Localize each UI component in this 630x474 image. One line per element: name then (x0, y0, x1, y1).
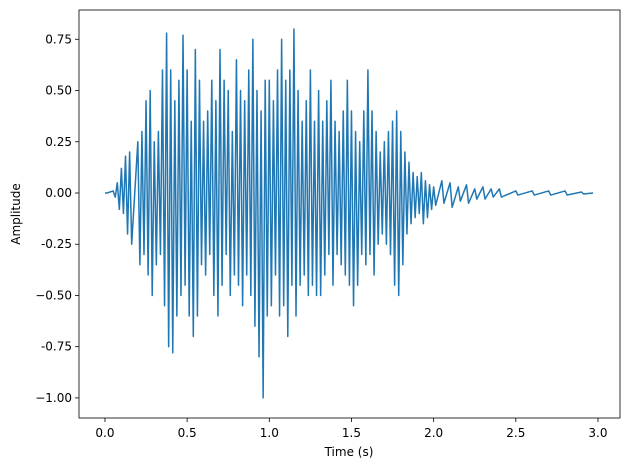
y-tick-label: -0.25 (41, 237, 72, 251)
y-tick-label: −0.50 (35, 288, 72, 302)
y-axis-label: Amplitude (9, 183, 23, 245)
y-tick-label: 0.75 (45, 32, 72, 46)
x-tick-label: 1.0 (260, 426, 279, 440)
y-tick-label: 0.25 (45, 135, 72, 149)
x-tick-label: 2.0 (424, 426, 443, 440)
x-tick-label: 0.0 (95, 426, 114, 440)
y-tick-label: -0.75 (41, 340, 72, 354)
y-tick-label: −1.00 (35, 391, 72, 405)
y-tick-label: 0.00 (45, 186, 72, 200)
x-tick-label: 3.0 (588, 426, 607, 440)
x-tick-label: 0.5 (178, 426, 197, 440)
x-axis-label: Time (s) (324, 445, 374, 459)
plot-frame (78, 9, 621, 419)
y-tick-label: 0.50 (45, 84, 72, 98)
x-tick-label: 2.5 (506, 426, 525, 440)
x-tick-label: 1.5 (342, 426, 361, 440)
waveform-line (104, 28, 594, 399)
